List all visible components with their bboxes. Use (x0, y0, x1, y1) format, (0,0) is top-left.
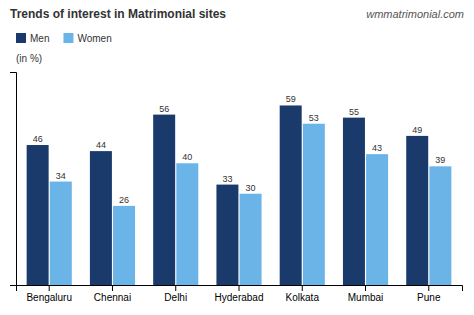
bar (366, 154, 388, 285)
bar (216, 185, 238, 285)
x-tick-mark (49, 285, 50, 291)
bars (27, 105, 452, 285)
bar (153, 115, 175, 285)
data-label: 56 (159, 104, 169, 114)
bar (176, 163, 198, 285)
x-tick-mark (428, 285, 429, 291)
x-tick-mark (302, 285, 303, 291)
legend-label: Men (30, 33, 49, 44)
x-tick-label: Bengaluru (26, 292, 72, 303)
legend-label: Women (77, 33, 111, 44)
x-tick: Hyderabad (215, 285, 264, 303)
data-label: 46 (33, 134, 43, 144)
annotation: wmmatrimonial.com (366, 8, 464, 20)
bar (280, 105, 302, 285)
data-labels: 46 44 56 33 59 55 49 34 26 40 30 53 43 39 (33, 94, 446, 204)
bar (113, 206, 135, 285)
plot: 46 44 56 33 59 55 49 34 26 40 30 53 43 39 Bengaluru Che… (10, 73, 463, 304)
x-tick-label: Kolkata (286, 292, 320, 303)
data-label: 44 (96, 140, 106, 150)
data-label: 59 (286, 94, 296, 104)
legend-item: Men (16, 33, 49, 44)
bar (240, 194, 262, 285)
x-axis-line (17, 286, 463, 292)
bar (27, 145, 49, 285)
x-tick: Bengaluru (26, 285, 72, 303)
x-tick: Chennai (94, 285, 131, 303)
data-label: 53 (309, 113, 319, 123)
x-tick-label: Hyderabad (215, 292, 264, 303)
x-tick-mark (112, 285, 113, 291)
bar (50, 182, 72, 285)
legend-swatch (63, 33, 73, 43)
data-label: 43 (372, 143, 382, 153)
data-label: 34 (56, 171, 66, 181)
y-axis (10, 73, 17, 286)
data-label: 33 (222, 174, 232, 184)
x-tick-label: Mumbai (348, 292, 384, 303)
x-axis: Bengaluru Chennai Delhi Hyderabad Kolkata Mum… (17, 285, 463, 303)
data-label: 55 (349, 107, 359, 117)
chart-svg: Trends of interest in Matrimonial sites w… (0, 0, 474, 315)
bar (343, 118, 365, 285)
x-tick-label: Chennai (94, 292, 131, 303)
y-axis-line (10, 73, 17, 286)
x-tick-mark (175, 285, 176, 291)
legend-swatch (16, 33, 26, 43)
data-label: 49 (412, 125, 422, 135)
legend-item: Women (63, 33, 111, 44)
x-tick-label: Delhi (164, 292, 187, 303)
x-tick: Mumbai (348, 285, 384, 303)
y-axis-label: (in %) (16, 53, 42, 64)
data-label: 40 (182, 152, 192, 162)
data-label: 30 (246, 183, 256, 193)
data-label: 26 (119, 195, 129, 205)
x-tick-label: Pune (417, 292, 441, 303)
x-tick: Kolkata (286, 285, 320, 303)
x-tick-mark (365, 285, 366, 291)
bar (429, 166, 451, 285)
x-tick: Delhi (164, 285, 187, 303)
title: Trends of interest in Matrimonial sites (10, 7, 226, 21)
data-label: 39 (435, 155, 445, 165)
bar (406, 136, 428, 285)
legend: Men Women (16, 33, 112, 44)
x-tick-mark (239, 285, 240, 291)
bar (303, 124, 325, 285)
bar (90, 151, 112, 285)
x-tick: Pune (417, 285, 441, 303)
